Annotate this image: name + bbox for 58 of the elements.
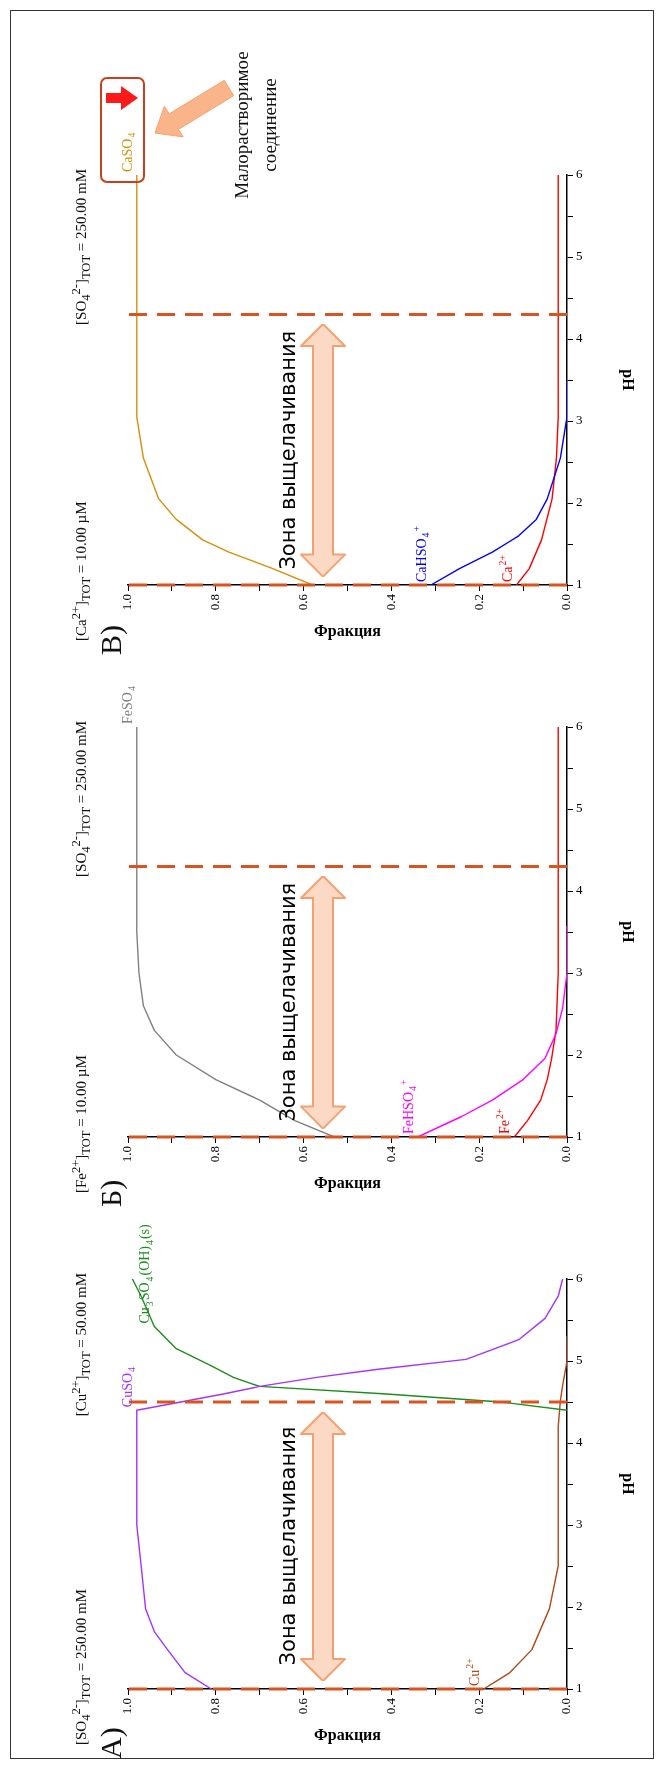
y-tick-label: 6 [576,1270,583,1286]
annotation: Зона выщелачивания [276,330,301,570]
annotation: Зона выщелачивания [276,1426,301,1666]
x-tick-label: 0.6 [295,1145,311,1163]
y-tick-label: 5 [576,800,583,816]
x-tick-label: 0.4 [382,593,398,611]
annotation: Малорастворимое соединение [230,50,281,201]
y-tick-label: 1 [576,576,583,592]
x-tick-label: 0.4 [382,1697,398,1715]
y-tick-label: 2 [576,1046,583,1062]
y-tick-label: 3 [576,1516,583,1532]
x-axis-title: Фракция [314,621,382,640]
y-tick-label: 1 [576,1680,583,1696]
x-tick-label: 1.0 [119,1146,135,1163]
y-tick-label: 6 [576,718,583,734]
annotation: CuSO4 [119,1366,138,1408]
annotation: CaHSO4+ [411,525,432,582]
x-tick-label: 1.0 [119,594,135,611]
x-axis-title: Фракция [314,1725,382,1744]
y-tick-label: 5 [576,1352,583,1368]
x-tick-label: 0.8 [207,1698,223,1715]
y-axis-title: pH [619,369,638,392]
y-tick-label: 4 [576,1434,583,1450]
y-tick-label: 2 [576,494,583,510]
x-tick-label: 0.8 [207,1146,223,1163]
x-tick-label: 0.2 [470,1698,486,1715]
y-axis-title: pH [619,921,638,944]
annotation: CaSO4 [119,132,138,172]
x-tick-label: 0.6 [295,593,311,611]
y-tick-label: 3 [576,412,583,428]
y-tick-label: 6 [576,166,583,182]
y-tick-label: 2 [576,1598,583,1614]
x-tick-label: 0.2 [470,1146,486,1163]
x-tick-label: 0.0 [558,1146,574,1163]
annotation: Cu3SO4(OH)4(s) [137,1223,155,1324]
annotation: FeSO4 [119,686,138,724]
y-tick-label: 5 [576,248,583,264]
text: Б) [94,1179,128,1207]
y-tick-label: 4 [576,330,583,346]
x-tick-label: 1.0 [119,1698,135,1715]
x-tick-label: 0.0 [558,594,574,611]
y-tick-label: 3 [576,964,583,980]
annotation: Cu2+ [463,1657,482,1686]
x-tick-label: 0.4 [382,1145,398,1163]
annotation: Зона выщелачивания [276,882,301,1122]
annotation: FeHSO4+ [397,1079,419,1134]
y-tick-label: 4 [576,882,583,898]
x-tick-label: 0.0 [558,1698,574,1715]
x-tick-label: 0.8 [207,594,223,611]
x-axis-title: Фракция [314,1173,382,1192]
x-tick-label: 0.6 [295,1697,311,1715]
x-tick-label: 0.2 [470,594,486,611]
annotation: Fe2+ [494,1108,513,1134]
y-tick-label: 1 [576,1128,583,1144]
text: А) [94,1727,128,1759]
text: В) [94,625,128,655]
annotation: Ca2+ [496,554,515,582]
y-axis-title: pH [619,1473,638,1496]
